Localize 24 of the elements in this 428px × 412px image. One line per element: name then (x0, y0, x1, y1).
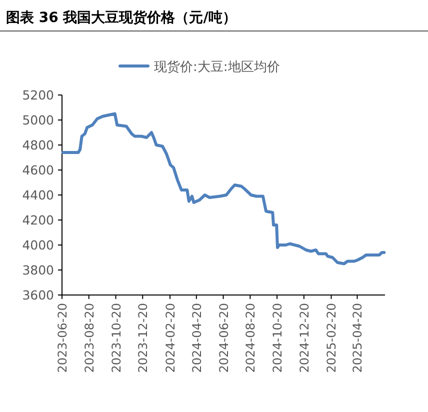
x-tick-label: 2023-08-20 (82, 303, 96, 373)
y-tick-label: 5000 (22, 112, 54, 128)
x-tick-label: 2024-04-20 (190, 303, 204, 373)
y-tick-label: 5200 (22, 88, 54, 102)
y-tick-label: 3600 (22, 288, 54, 302)
x-tick-label: 2023-06-20 (56, 303, 70, 373)
x-tick-label: 2024-10-20 (270, 303, 285, 373)
x-tick-label: 2024-08-20 (244, 303, 258, 373)
x-tick-label: 2024-06-20 (216, 303, 231, 373)
y-tick-label: 4200 (22, 212, 54, 228)
x-tick-label: 2023-10-20 (109, 303, 124, 373)
legend: 现货价:大豆:地区均价 (118, 60, 280, 75)
x-tick-label: 2023-12-20 (136, 303, 150, 373)
title: 图表 36 我国大豆现货价格（元/吨） (6, 10, 236, 26)
y-tick-label: 4800 (22, 138, 54, 152)
x-tick-label: 2025-02-20 (324, 303, 339, 373)
x-tick-label: 2024-12-20 (297, 303, 312, 373)
y-tick-label: 4400 (22, 188, 54, 202)
y-tick-label: 4600 (22, 162, 54, 178)
x-tick-label: 2025-04-20 (350, 303, 365, 373)
legend-label: 现货价:大豆:地区均价 (154, 60, 280, 75)
y-tick-label: 3800 (22, 262, 54, 278)
x-tick-label: 2024-02-20 (163, 303, 178, 373)
y-tick-label: 4000 (22, 238, 54, 252)
